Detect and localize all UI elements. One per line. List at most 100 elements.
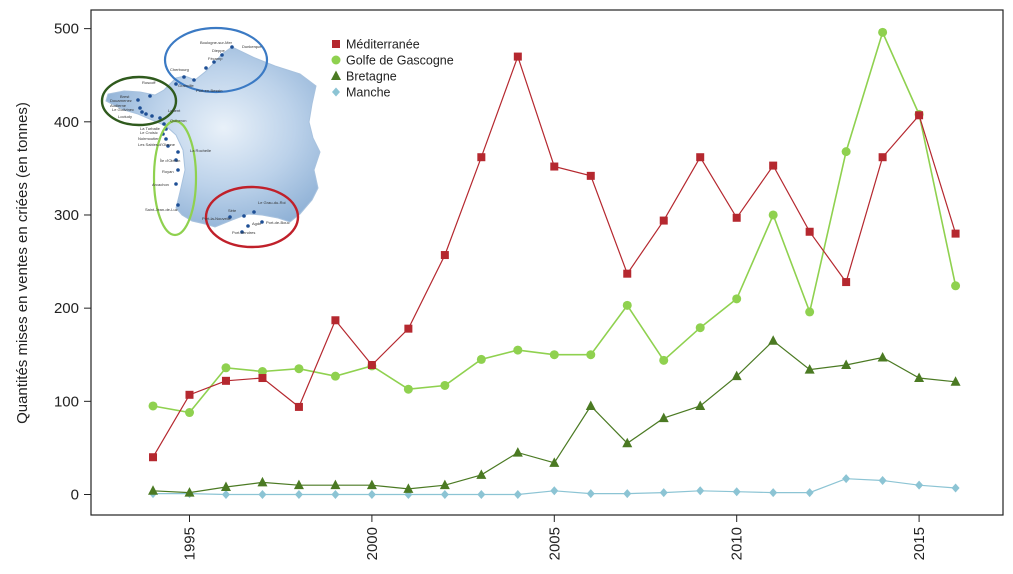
data-point-mediterranee <box>258 374 267 383</box>
data-point-manche <box>550 486 559 496</box>
map-port-dot <box>230 45 234 49</box>
map-port-label: Île d'Oléron <box>159 158 180 163</box>
data-point-bretagne <box>512 447 523 457</box>
map-port-dot <box>246 224 250 228</box>
map-port-dot <box>138 106 142 110</box>
map-port-dot <box>182 75 186 79</box>
map-port-label: Port-Vendres <box>232 230 255 235</box>
map-port-label: Dieppe <box>212 48 225 53</box>
data-point-bretagne <box>549 457 560 467</box>
data-point-bretagne <box>658 412 669 423</box>
data-point-mediterranee <box>149 453 158 462</box>
legend-marker-mediterranee <box>332 40 340 48</box>
data-point-manche <box>294 490 303 500</box>
data-point-mediterranee <box>586 171 595 180</box>
data-point-golfe-de-gascogne <box>768 210 778 220</box>
map-port-dot <box>242 214 246 218</box>
map-port-label: Loctudy <box>118 114 132 119</box>
data-point-mediterranee <box>769 161 778 170</box>
data-point-mediterranee <box>440 251 449 260</box>
map-port-dot <box>240 230 244 234</box>
legend-label-manche: Manche <box>346 86 391 100</box>
data-point-golfe-de-gascogne <box>440 380 450 390</box>
map-port-dot <box>164 137 168 141</box>
x-tick-label: 2010 <box>729 527 746 560</box>
series-layer <box>148 27 961 500</box>
data-point-bretagne <box>403 483 414 493</box>
data-point-golfe-de-gascogne <box>184 408 194 418</box>
map-port-labels: Dunkerque Boulogne-sur-Mer Dieppe Fécamp Che… <box>110 40 290 235</box>
data-point-bretagne <box>731 370 742 381</box>
map-port-label: Agde <box>252 221 262 226</box>
data-point-bretagne <box>439 479 450 490</box>
data-point-manche <box>696 486 705 496</box>
data-point-manche <box>769 488 778 498</box>
data-point-bretagne <box>220 481 231 492</box>
data-point-mediterranee <box>367 360 376 369</box>
data-point-golfe-de-gascogne <box>841 147 851 157</box>
map-port-dot <box>174 158 178 162</box>
legend-label-mediterranee: Méditerranée <box>346 38 420 52</box>
data-point-bretagne <box>622 437 633 448</box>
x-tick-label: 1995 <box>181 527 198 560</box>
map-port-label: Les Sables-d'Olonne <box>138 142 176 147</box>
map-port-label: Port-de-Bouc <box>266 220 290 225</box>
data-point-golfe-de-gascogne <box>732 294 742 304</box>
data-point-manche <box>805 488 814 498</box>
data-point-manche <box>623 489 632 499</box>
data-point-golfe-de-gascogne <box>586 350 596 360</box>
data-point-golfe-de-gascogne <box>805 307 815 317</box>
x-axis: 1995 2000 2005 2010 2015 <box>181 515 928 560</box>
data-point-golfe-de-gascogne <box>622 300 632 310</box>
data-point-bretagne <box>366 479 377 490</box>
map-port-label: Cherbourg <box>170 67 189 72</box>
map-port-dot <box>144 112 148 116</box>
data-point-manche <box>258 490 267 500</box>
map-port-label: Noirmoutier <box>138 136 159 141</box>
map-circle-golfe-de-gascogne <box>152 119 198 237</box>
map-port-label: Arcachon <box>152 182 169 187</box>
data-point-bretagne <box>950 376 961 386</box>
data-point-golfe-de-gascogne <box>221 363 231 373</box>
series-line-bretagne <box>152 340 956 494</box>
data-point-bretagne <box>257 476 268 487</box>
series-bretagne <box>148 335 961 497</box>
map-port-dot <box>204 66 208 70</box>
data-point-manche <box>331 490 340 500</box>
data-point-mediterranee <box>623 269 632 278</box>
data-point-mediterranee <box>659 216 668 225</box>
map-port-label: Saint-Jean-de-Luz <box>145 207 178 212</box>
map-port-dot <box>220 53 224 57</box>
map-circle-bretagne <box>100 75 178 127</box>
map-port-dot <box>150 114 154 118</box>
map-port-label: Port-la-Nouvelle <box>202 216 231 221</box>
data-point-manche <box>586 489 595 499</box>
data-point-golfe-de-gascogne <box>330 371 340 381</box>
map-port-label: Granville <box>178 83 195 88</box>
y-tick-label: 100 <box>54 393 79 410</box>
y-tick-label: 300 <box>54 207 79 224</box>
map-port-dot <box>166 144 170 148</box>
y-tick-label: 400 <box>54 114 79 131</box>
map-port-dot <box>228 215 232 219</box>
map-port-label: Boulogne-sur-Mer <box>200 40 233 45</box>
data-point-mediterranee <box>696 153 705 162</box>
data-point-golfe-de-gascogne <box>951 281 961 291</box>
data-point-golfe-de-gascogne <box>549 350 559 360</box>
data-point-manche <box>842 474 851 484</box>
data-point-golfe-de-gascogne <box>476 354 486 364</box>
map-port-dot <box>148 94 152 98</box>
data-point-mediterranee <box>221 376 230 385</box>
data-point-mediterranee <box>331 316 340 325</box>
data-point-mediterranee <box>404 324 413 333</box>
map-port-dot <box>260 220 264 224</box>
legend-label-golfe-de-gascogne: Golfe de Gascogne <box>346 54 454 68</box>
map-port-label: Sète <box>228 208 237 213</box>
data-point-manche <box>915 480 924 490</box>
data-point-mediterranee <box>842 278 851 287</box>
data-point-golfe-de-gascogne <box>403 384 413 394</box>
plot-frame <box>90 9 1004 516</box>
data-point-golfe-de-gascogne <box>695 323 705 333</box>
y-axis-title: Quantités mises en ventes en criées (en … <box>14 102 31 424</box>
